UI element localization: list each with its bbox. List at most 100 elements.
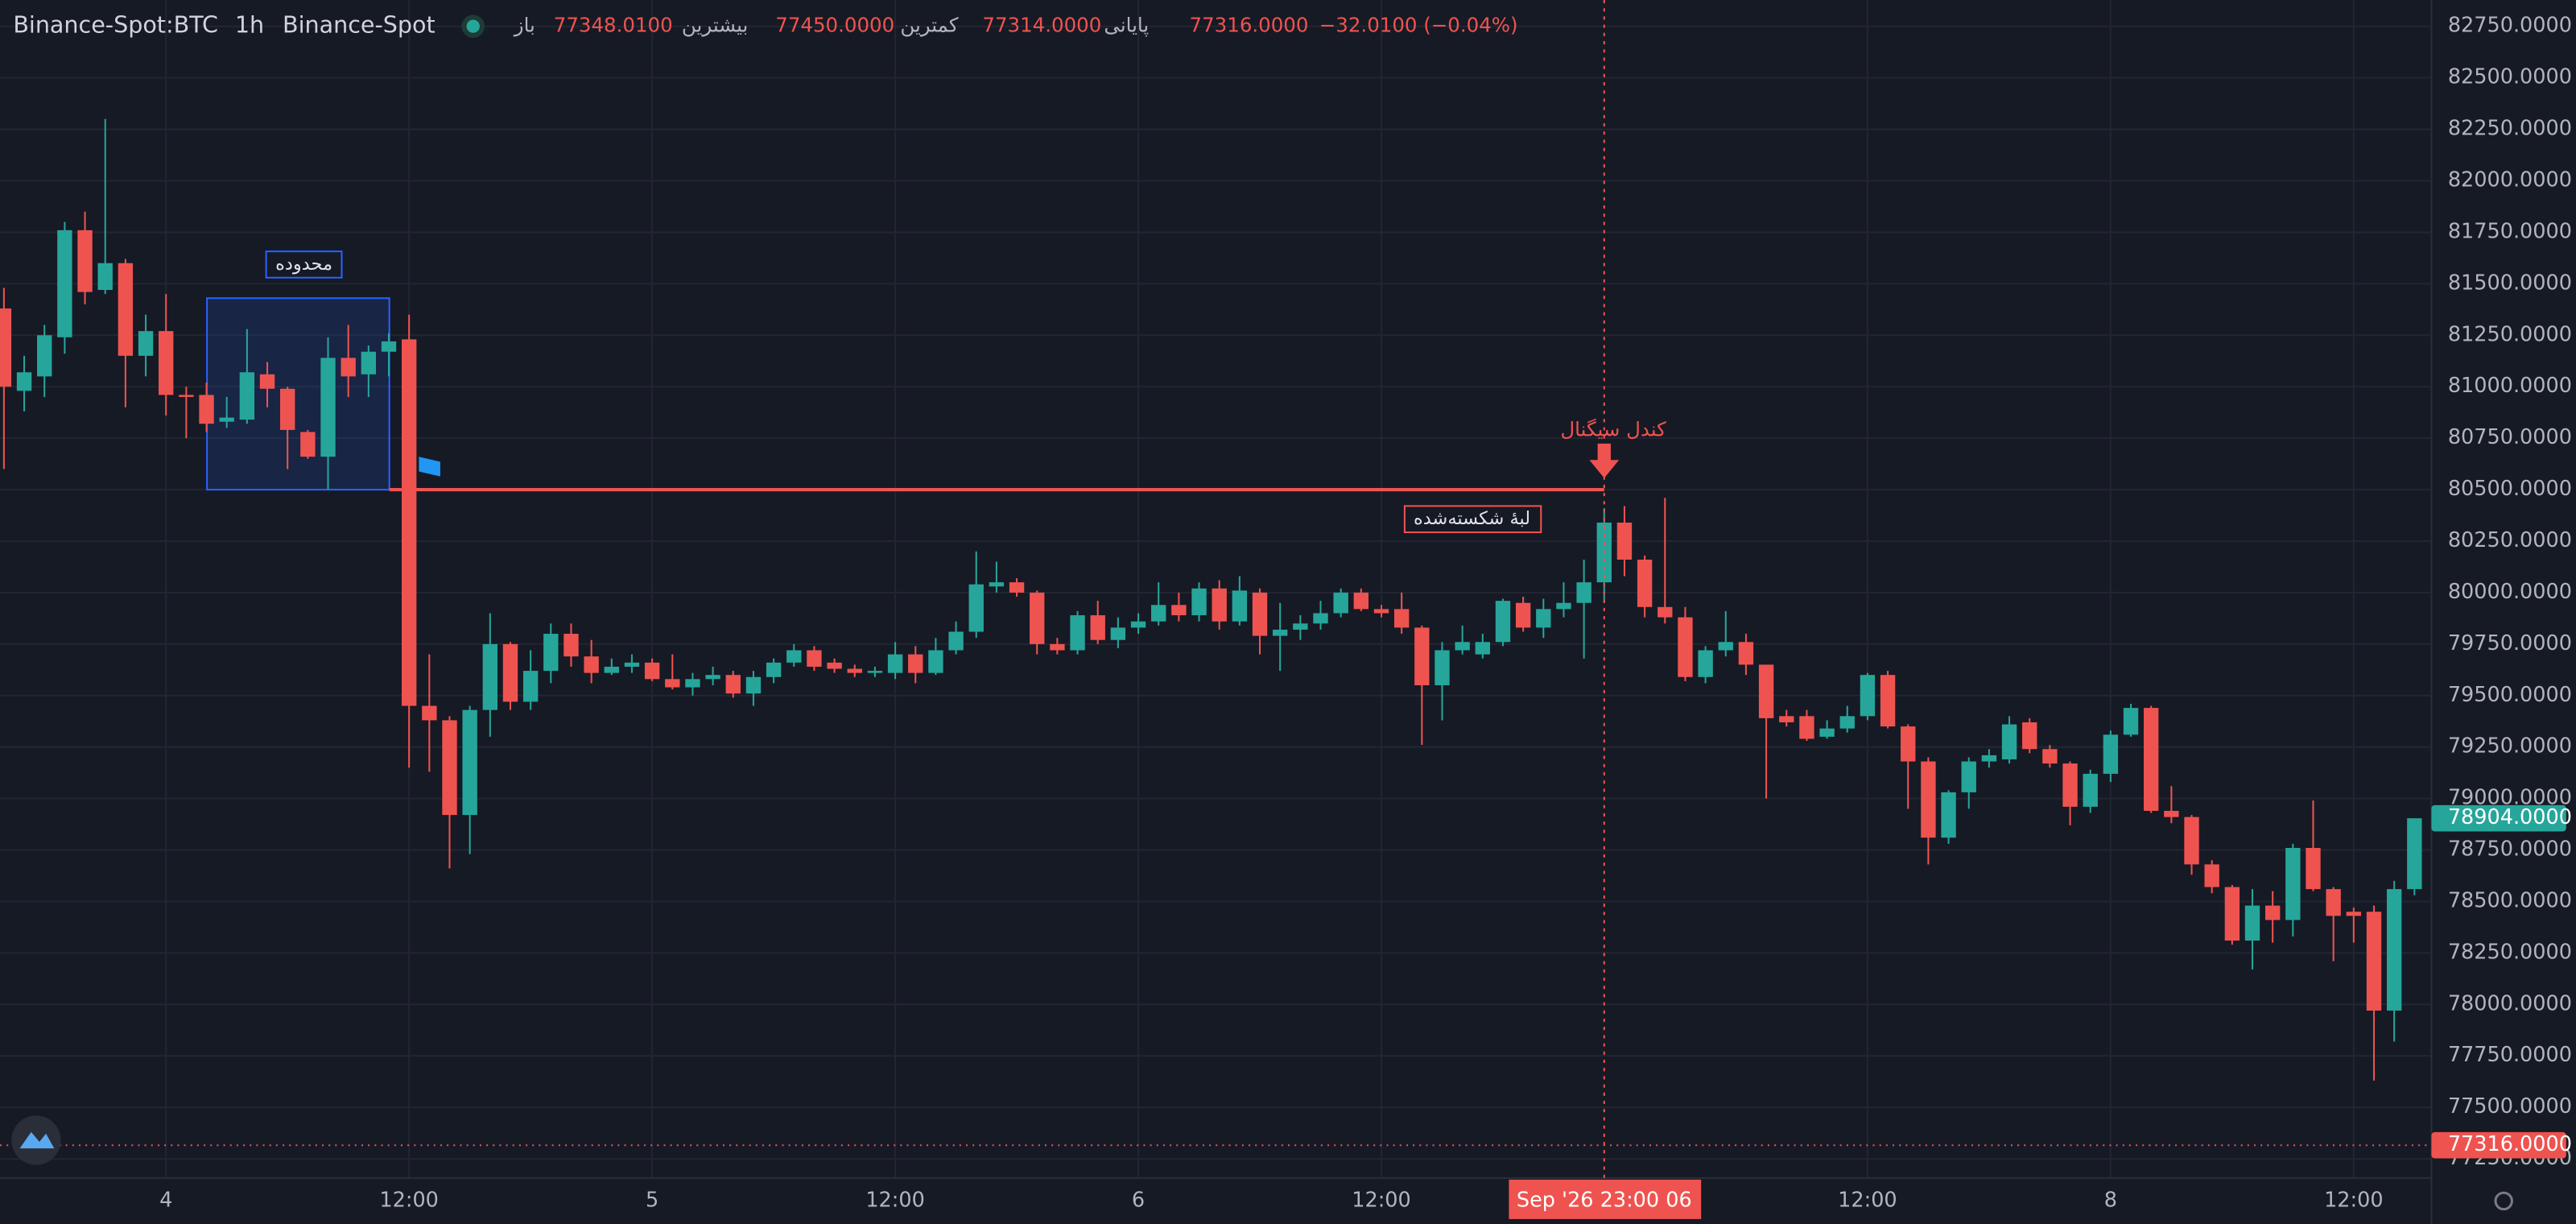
plot: محدوده لبهٔ شکسته‌شده کندل سیگنال: [0, 0, 2432, 1178]
candle-body: [219, 417, 234, 422]
candle-body: [786, 650, 802, 663]
candle-body: [138, 331, 154, 356]
candle-body: [2062, 763, 2078, 807]
change: −32.0100 (−0.04%): [1319, 14, 1518, 37]
price-marker: [2431, 1131, 2566, 1159]
candle-body: [2042, 749, 2058, 764]
candle-body: [1901, 726, 1916, 762]
candle-body: [1799, 716, 1814, 739]
candle-body: [624, 662, 640, 667]
x-tick-label: 12:00: [865, 1188, 925, 1212]
candle-body: [887, 654, 903, 673]
candle-body: [118, 263, 134, 356]
flag-icon: [419, 457, 440, 477]
candle-body: [502, 643, 518, 702]
x-tick-label: 12:00: [1352, 1188, 1411, 1212]
candle-body: [37, 335, 52, 377]
candle-body: [867, 671, 883, 673]
candle-body: [604, 666, 619, 673]
candle-body: [1678, 617, 1693, 677]
y-tick-label: 80250.0000: [2448, 528, 2572, 552]
settings-icon[interactable]: [2494, 1191, 2513, 1211]
x-tick-label: 5: [646, 1188, 658, 1212]
candle-body: [1393, 609, 1410, 628]
candle-body: [1333, 592, 1348, 614]
interval[interactable]: 1h: [235, 11, 264, 39]
level-label-box: [1403, 505, 1542, 534]
candle-body: [1698, 650, 1713, 677]
candle-body: [1435, 650, 1450, 685]
candle-body: [1232, 590, 1248, 622]
candle-body: [199, 395, 214, 424]
candle-body: [2407, 818, 2422, 890]
ohlc-value: 77348.0100: [554, 14, 673, 37]
candle-body: [77, 229, 93, 292]
candle-body: [2103, 734, 2119, 774]
candle-body: [1880, 675, 1896, 727]
candle-body: [1252, 592, 1268, 636]
exchange: Binance-Spot: [283, 11, 436, 39]
candle-body: [745, 676, 762, 694]
y-tick-label: 79750.0000: [2448, 631, 2572, 655]
y-tick-label: 78750.0000: [2448, 837, 2572, 862]
candle-body: [584, 656, 599, 673]
candle-body: [341, 358, 356, 377]
overlay: [11, 14, 2513, 1211]
symbol[interactable]: Binance-Spot:BTC: [13, 11, 218, 39]
candle-body: [564, 634, 579, 657]
candle-body: [1313, 613, 1328, 624]
candle-body: [847, 668, 862, 673]
price-marker-label: 78904.0000: [2448, 805, 2572, 829]
candle-body: [57, 229, 72, 337]
y-tick-label: 82500.0000: [2448, 65, 2572, 89]
y-tick-label: 78000.0000: [2448, 991, 2572, 1015]
candle-body: [1110, 627, 1126, 640]
candle-body: [1921, 761, 1936, 838]
candle-body: [725, 675, 741, 694]
y-tick-label: 77750.0000: [2448, 1043, 2572, 1067]
candle-body: [1981, 755, 1997, 762]
candle-body: [2083, 773, 2098, 807]
price-marker-label: 77316.0000: [2448, 1132, 2572, 1156]
y-tick-label: 79250.0000: [2448, 734, 2572, 759]
y-tick-label: 81500.0000: [2448, 271, 2572, 295]
candle-body: [1576, 582, 1591, 603]
candle-body: [1941, 792, 1956, 838]
candle-body: [280, 388, 295, 430]
candle-body: [2366, 912, 2382, 1011]
candle-body: [2123, 708, 2139, 735]
candle-body: [1536, 609, 1551, 628]
candle-body: [948, 631, 964, 651]
candle-body: [1293, 623, 1308, 630]
candle-body: [807, 650, 822, 667]
signal-label: کندل سیگنال: [1560, 418, 1666, 441]
candle-body: [1030, 592, 1045, 644]
x-tick-label: 12:00: [1838, 1188, 1897, 1212]
candle-body: [543, 634, 559, 672]
crosshair-label-box: [1509, 1179, 1702, 1219]
candle-body: [482, 643, 497, 710]
candle-body: [259, 374, 275, 389]
candle-body: [665, 679, 680, 688]
candle-body: [1556, 602, 1571, 610]
x-tick-label: 4: [159, 1188, 172, 1212]
candle-body: [908, 654, 923, 673]
ohlc-label: باز: [513, 14, 535, 37]
candle-body: [1961, 761, 1976, 792]
candle-body: [1171, 605, 1187, 616]
candle-body: [1637, 559, 1653, 607]
candle-body: [1779, 716, 1794, 723]
candle-body: [644, 662, 660, 680]
candle-body: [1009, 582, 1025, 593]
candle-body: [1839, 716, 1855, 729]
logo-icon: [19, 1131, 55, 1149]
candle-body: [2244, 905, 2260, 941]
candle-body: [685, 679, 700, 688]
candle-body: [1050, 643, 1065, 651]
candle-body: [1860, 675, 1876, 717]
ohlc-value: 77316.0000: [1190, 14, 1309, 37]
y-tick-label: 79500.0000: [2448, 683, 2572, 707]
candle-body: [522, 671, 539, 702]
